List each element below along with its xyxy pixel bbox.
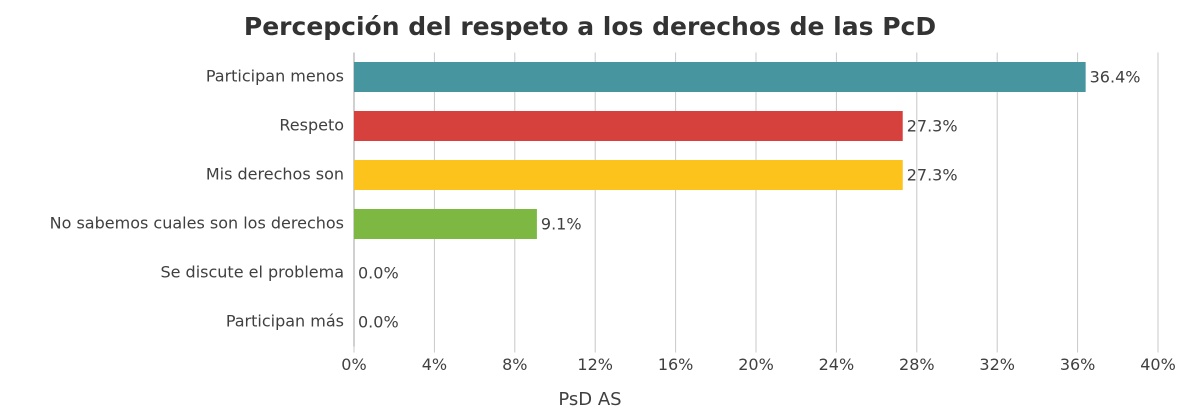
x-tick-label: 28% — [899, 355, 935, 374]
x-tick-label: 24% — [819, 355, 855, 374]
bar — [354, 160, 903, 190]
x-tick-label: 4% — [422, 355, 447, 374]
x-tick-label: 8% — [502, 355, 527, 374]
chart-title: Percepción del respeto a los derechos de… — [244, 12, 936, 41]
x-tick-label: 12% — [577, 355, 613, 374]
value-label: 9.1% — [541, 215, 582, 234]
y-tick-label: Respeto — [279, 116, 344, 135]
x-tick-label: 16% — [658, 355, 694, 374]
value-label: 27.3% — [907, 166, 958, 185]
bar — [354, 62, 1086, 92]
value-label: 0.0% — [358, 264, 399, 283]
value-label: 0.0% — [358, 313, 399, 332]
value-label: 36.4% — [1090, 68, 1141, 87]
x-tick-label: 20% — [738, 355, 774, 374]
bar — [354, 111, 903, 141]
y-tick-label: Mis derechos son — [206, 165, 344, 184]
y-tick-label: Participan menos — [206, 67, 344, 86]
y-tick-label: Se discute el problema — [160, 263, 344, 282]
value-label: 27.3% — [907, 117, 958, 136]
x-tick-label: 40% — [1140, 355, 1176, 374]
x-axis-label: PsD AS — [558, 389, 621, 410]
x-tick-label: 0% — [341, 355, 366, 374]
y-tick-label: No sabemos cuales son los derechos — [50, 214, 344, 233]
y-tick-label: Participan más — [226, 312, 344, 331]
x-tick-label: 36% — [1060, 355, 1096, 374]
bar — [354, 209, 537, 239]
x-tick-label: 32% — [979, 355, 1015, 374]
